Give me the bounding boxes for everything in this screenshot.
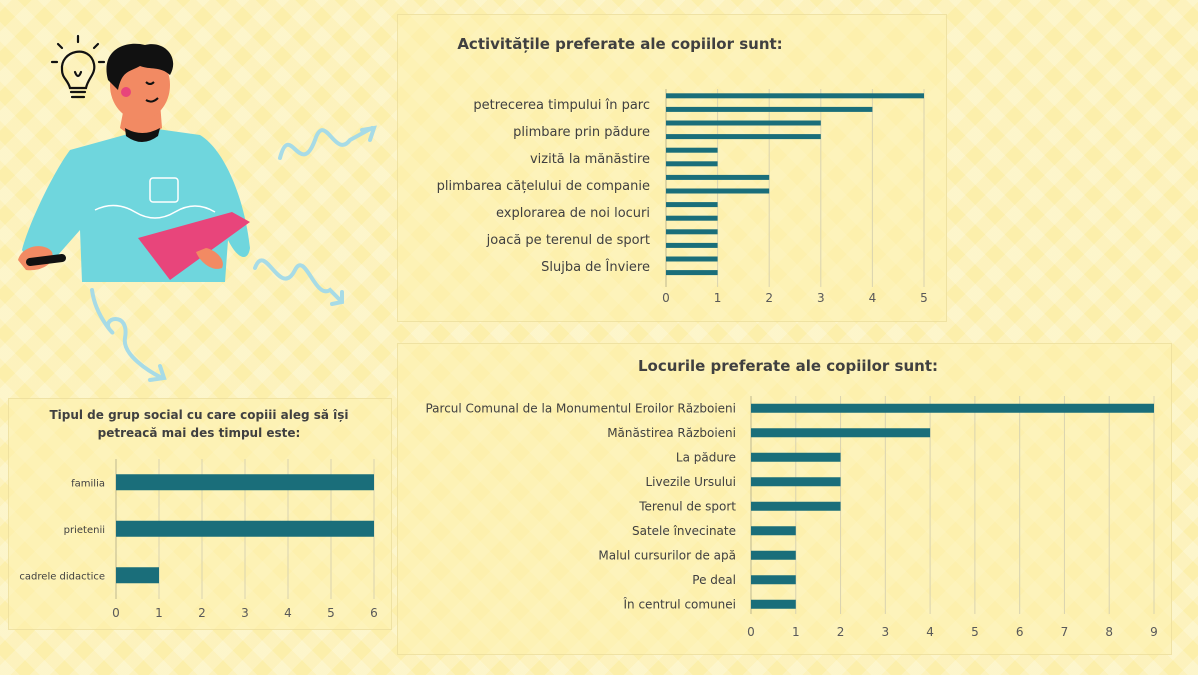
activities-bar — [666, 242, 718, 248]
places-x-tick-label: 3 — [882, 625, 890, 639]
activities-bar — [666, 134, 821, 140]
places-bar — [751, 501, 841, 511]
activities-category-label: explorarea de noi locuri — [496, 206, 650, 221]
social-x-tick-label: 1 — [155, 606, 163, 620]
activities-bar — [666, 202, 718, 208]
places-chart-title: Locurile preferate ale copiilor sunt: — [638, 357, 938, 375]
activities-chart-title: Activitățile preferate ale copiilor sunt… — [457, 35, 782, 53]
places-bar — [751, 403, 1154, 413]
places-x-tick-label: 4 — [926, 625, 934, 639]
activities-bar — [666, 229, 718, 235]
social-x-tick-label: 0 — [112, 606, 120, 620]
places-category-label: Terenul de sport — [638, 499, 736, 513]
activities-bar — [666, 256, 718, 262]
places-x-tick-label: 2 — [837, 625, 845, 639]
social-bar — [116, 474, 374, 491]
social-group-chart-panel: Tipul de grup social cu care copiii aleg… — [8, 398, 392, 630]
activities-category-label: plimbarea cățelului de companie — [437, 179, 650, 194]
places-category-label: La pădure — [676, 450, 736, 464]
places-category-label: Parcul Comunal de la Monumentul Eroilor … — [425, 401, 736, 415]
activities-x-tick-label: 0 — [662, 291, 670, 305]
activities-category-label: vizită la mănăstire — [530, 152, 650, 167]
activities-bar — [666, 147, 718, 153]
social-bar — [116, 520, 374, 537]
activities-chart-panel: Activitățile preferate ale copiilor sunt… — [397, 14, 947, 322]
places-bar — [751, 550, 796, 560]
activities-category-label: Slujba de Înviere — [541, 259, 650, 275]
activities-x-tick-label: 2 — [765, 291, 773, 305]
social-x-tick-label: 3 — [241, 606, 249, 620]
places-bar — [751, 599, 796, 609]
places-bar — [751, 428, 931, 438]
social-chart-title-line: Tipul de grup social cu care copiii aleg… — [49, 408, 348, 422]
places-x-tick-label: 8 — [1105, 625, 1113, 639]
places-bar — [751, 452, 841, 462]
social-bar — [116, 567, 159, 584]
activities-bar — [666, 270, 718, 276]
places-x-tick-label: 5 — [971, 625, 979, 639]
social-x-tick-label: 5 — [327, 606, 335, 620]
places-category-label: Livezile Ursului — [645, 475, 736, 489]
activities-bar — [666, 188, 770, 194]
person-illustration — [18, 43, 250, 282]
places-chart-panel: Locurile preferate ale copiilor sunt: 0 1 2… — [397, 343, 1172, 655]
places-category-label: Satele învecinate — [632, 524, 736, 538]
social-category-label: cadrele didactice — [19, 571, 105, 582]
lightbulb-icon — [50, 34, 106, 99]
places-category-label: Malul cursurilor de apă — [598, 548, 736, 562]
social-x-tick-label: 4 — [284, 606, 292, 620]
activities-category-label: plimbare prin pădure — [513, 125, 650, 140]
activities-x-tick-label: 1 — [714, 291, 722, 305]
places-category-label: În centrul comunei — [623, 596, 737, 611]
social-x-tick-label: 2 — [198, 606, 206, 620]
activities-category-label: petrecerea timpului în parc — [473, 98, 650, 113]
activities-category-label: joacă pe terenul de sport — [486, 233, 650, 248]
places-bar — [751, 575, 796, 585]
social-category-label: prietenii — [64, 525, 105, 536]
activities-x-tick-label: 3 — [817, 291, 825, 305]
activities-bar — [666, 161, 718, 167]
activities-bar — [666, 174, 770, 180]
activities-x-tick-label: 5 — [920, 291, 928, 305]
social-category-label: familia — [71, 478, 105, 489]
places-category-label: Pe deal — [692, 573, 736, 587]
places-bar — [751, 526, 796, 536]
activities-bar — [666, 120, 821, 126]
social-x-tick-label: 6 — [370, 606, 378, 620]
social-group-chart: Tipul de grup social cu care copiii aleg… — [19, 408, 378, 620]
social-chart-title-line: petreacă mai des timpul este: — [98, 426, 301, 440]
activities-x-tick-label: 4 — [869, 291, 877, 305]
places-category-label: Mănăstirea Războieni — [607, 426, 736, 440]
places-bar — [751, 477, 841, 487]
places-x-tick-label: 7 — [1061, 625, 1069, 639]
places-x-tick-label: 6 — [1016, 625, 1024, 639]
places-x-tick-label: 1 — [792, 625, 800, 639]
activities-bar — [666, 93, 924, 99]
activities-chart: Activitățile preferate ale copiilor sunt… — [437, 35, 928, 305]
places-x-tick-label: 9 — [1150, 625, 1158, 639]
squiggle-arrows — [90, 125, 377, 382]
places-chart: Locurile preferate ale copiilor sunt: 0 1 2… — [425, 357, 1158, 639]
activities-bar — [666, 106, 873, 112]
activities-bar — [666, 215, 718, 221]
places-x-tick-label: 0 — [747, 625, 755, 639]
